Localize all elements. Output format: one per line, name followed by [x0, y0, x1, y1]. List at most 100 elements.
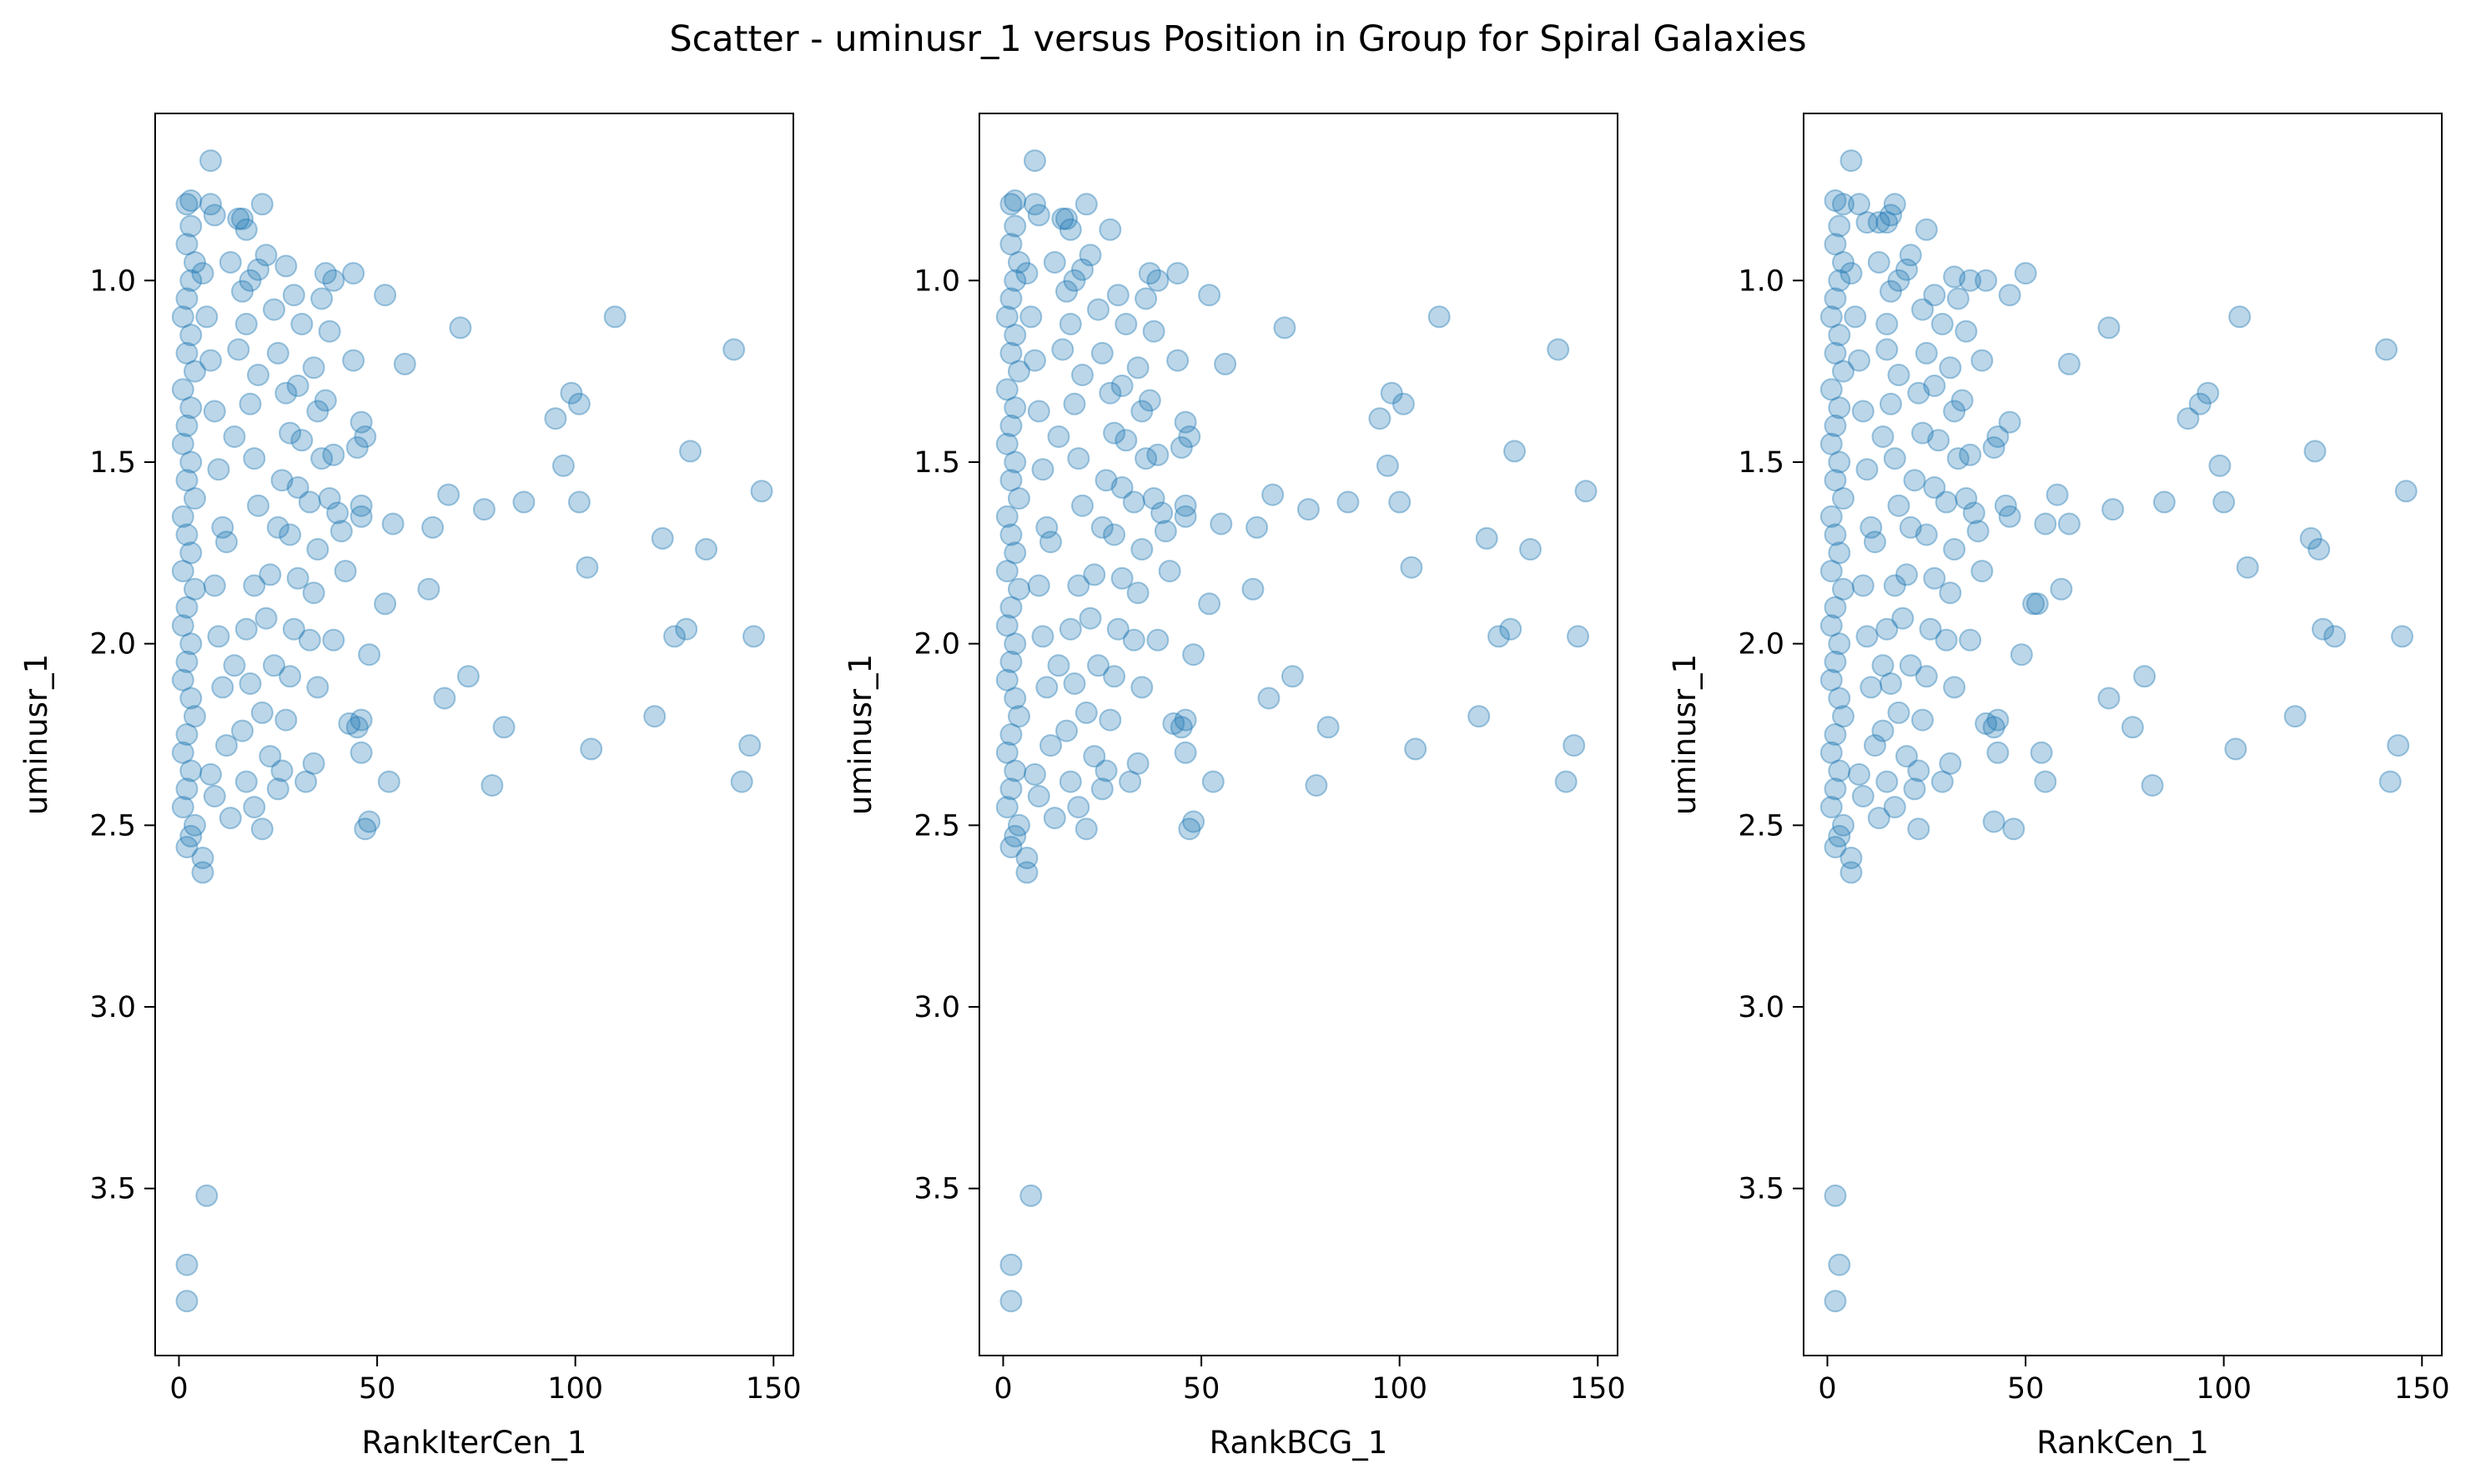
data-point	[1170, 436, 1193, 459]
data-point	[1110, 475, 1134, 499]
data-point	[1950, 389, 1974, 412]
data-point	[1004, 541, 1027, 565]
data-point	[1828, 450, 1851, 474]
data-point	[2022, 592, 2046, 616]
x-tick-label: 100	[1371, 1372, 1427, 1406]
data-point	[2121, 716, 2144, 739]
data-point	[1919, 617, 1942, 641]
data-point	[314, 262, 337, 285]
data-point	[1273, 316, 1296, 340]
data-point	[2299, 526, 2323, 550]
data-point	[231, 279, 254, 303]
data-point	[266, 516, 289, 539]
data-point	[2057, 352, 2081, 375]
data-point	[1519, 538, 1542, 561]
data-point	[995, 668, 1019, 692]
data-point	[227, 207, 250, 230]
data-point	[1875, 617, 1899, 641]
data-point	[314, 389, 337, 412]
data-point	[1115, 429, 1138, 452]
data-point	[492, 716, 516, 739]
data-point	[179, 632, 203, 656]
data-point	[1305, 774, 1328, 797]
data-point	[567, 490, 591, 514]
scatter-points	[1819, 149, 2418, 1313]
data-point	[1883, 574, 1906, 597]
data-point	[1848, 349, 1870, 372]
data-point	[1828, 1253, 1851, 1276]
data-point	[318, 487, 341, 510]
data-point	[999, 650, 1023, 673]
data-point	[1887, 364, 1910, 386]
data-point	[1907, 759, 1930, 782]
data-point	[603, 305, 627, 329]
data-point	[1182, 810, 1205, 833]
data-point	[1146, 443, 1170, 466]
data-point	[239, 392, 262, 415]
data-point	[421, 516, 445, 539]
data-point	[651, 526, 674, 550]
data-point	[179, 324, 203, 347]
data-point	[1848, 762, 1870, 786]
data-point	[1943, 676, 1966, 699]
y-axis-label: uminusr_1	[1667, 654, 1703, 815]
data-point	[663, 625, 686, 648]
data-point	[1930, 770, 1954, 793]
data-point	[2323, 625, 2347, 648]
data-point	[1257, 687, 1281, 710]
data-point	[1819, 668, 1843, 692]
data-point	[1174, 741, 1197, 764]
data-point	[742, 625, 765, 648]
data-point	[1019, 305, 1043, 329]
data-point	[999, 287, 1023, 310]
data-point	[1935, 628, 1958, 651]
data-point	[1903, 469, 1926, 492]
data-point	[1004, 269, 1027, 292]
data-point	[1567, 625, 1589, 648]
data-point	[231, 719, 254, 742]
data-point	[417, 577, 440, 601]
data-point	[175, 469, 199, 492]
data-point	[1955, 487, 1978, 510]
data-point	[1943, 265, 1966, 289]
data-point	[1051, 338, 1074, 361]
data-point	[1166, 262, 1190, 285]
data-point	[1178, 817, 1201, 841]
data-point	[259, 745, 282, 768]
data-point	[239, 269, 262, 292]
data-point	[279, 421, 302, 445]
data-point	[1824, 596, 1847, 619]
data-point	[437, 483, 460, 506]
data-point	[1158, 560, 1181, 583]
data-point	[1281, 665, 1304, 688]
data-point	[1986, 425, 2010, 448]
data-point	[1819, 432, 1843, 455]
data-point	[1867, 211, 1890, 234]
data-point	[1887, 269, 1910, 292]
data-point	[1380, 381, 1403, 405]
data-point	[999, 723, 1023, 746]
data-point	[1871, 719, 1895, 742]
data-point	[310, 287, 334, 310]
data-point	[999, 523, 1023, 546]
data-point	[1166, 349, 1190, 372]
data-point	[1959, 443, 1982, 466]
data-point	[227, 338, 250, 361]
data-point	[179, 214, 203, 238]
data-point	[1911, 298, 1934, 321]
data-point	[184, 813, 206, 837]
y-tick-label: 3.5	[1738, 1173, 1784, 1206]
data-point	[302, 356, 325, 380]
data-point	[1004, 759, 1027, 782]
y-tick-label: 3.0	[913, 991, 960, 1024]
data-point	[1027, 400, 1050, 423]
data-point	[1915, 341, 1938, 365]
data-point	[1130, 400, 1154, 423]
data-point	[1142, 319, 1165, 343]
data-point	[1241, 577, 1265, 601]
data-point	[199, 193, 222, 216]
y-axis-label: uminusr_1	[843, 654, 878, 815]
data-point	[184, 487, 206, 510]
scatter-points	[171, 149, 773, 1313]
